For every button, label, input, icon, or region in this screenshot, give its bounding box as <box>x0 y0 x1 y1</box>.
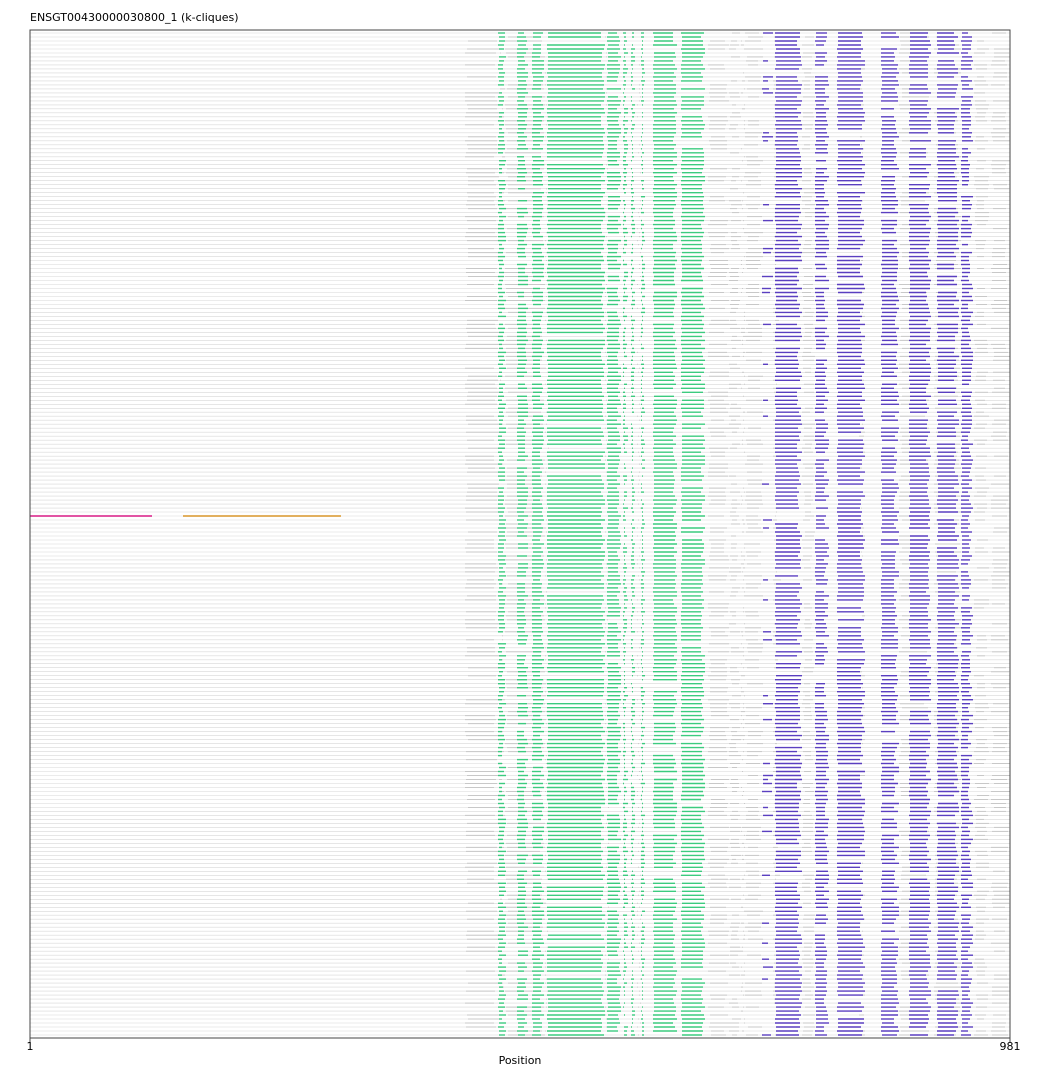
chart-title: ENSGT00430000030800_1 (k-cliques) <box>30 11 239 24</box>
alignment-rows <box>30 32 1010 1036</box>
